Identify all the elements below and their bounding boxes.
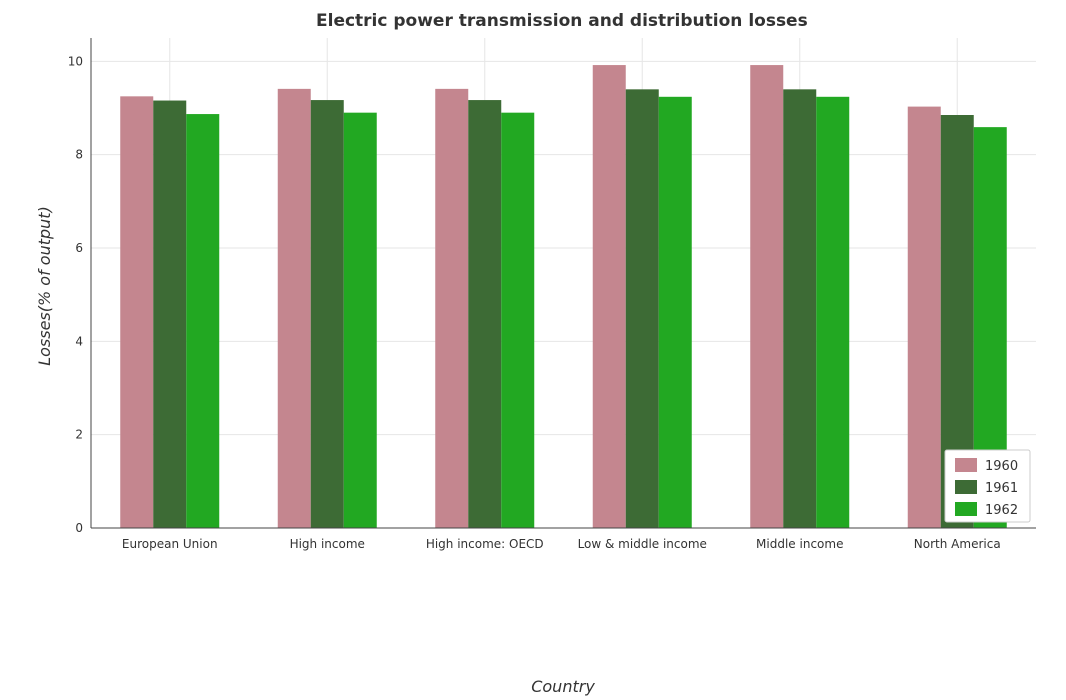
bar-1962 [186, 114, 220, 529]
legend-swatch [955, 458, 977, 472]
bar-1962 [816, 96, 850, 529]
y-tick-label: 8 [75, 148, 83, 162]
bar-1961 [310, 100, 344, 529]
y-tick-label: 6 [75, 241, 83, 255]
x-tick-label: Middle income [756, 537, 843, 551]
grid [91, 38, 1036, 529]
y-tick-label: 2 [75, 428, 83, 442]
legend-swatch [955, 502, 977, 516]
legend-label: 1962 [985, 503, 1018, 518]
legend: 1960 1961 1962 [944, 449, 1031, 523]
bar-1961 [625, 89, 659, 528]
bar-1960 [750, 65, 784, 529]
x-tick-label: North America [914, 537, 1001, 551]
legend-swatch [955, 480, 977, 494]
axes: 0 2 4 6 8 10 European Union High income High inc… [68, 38, 1036, 551]
x-tick-label: Low & middle income [578, 537, 707, 551]
bars [120, 65, 1007, 529]
x-tick-label: European Union [122, 537, 218, 551]
bar-1961 [468, 100, 502, 529]
bar-1961 [153, 100, 187, 529]
y-tick-label: 10 [68, 54, 83, 68]
bar-1960 [120, 96, 154, 528]
x-axis-label: Country [531, 677, 595, 696]
bar-1962 [658, 96, 692, 529]
y-tick-label: 0 [75, 521, 83, 535]
x-tick-label: High income [290, 537, 365, 551]
bar-1962 [343, 112, 377, 529]
x-tick-label: High income: OECD [426, 537, 544, 551]
bar-1962 [501, 112, 535, 529]
bar-1960 [907, 106, 941, 528]
y-tick-label: 4 [75, 334, 83, 348]
bar-1961 [783, 89, 817, 528]
legend-label: 1960 [985, 459, 1018, 474]
bar-1960 [435, 88, 469, 528]
y-axis-label: Losses(% of output) [35, 206, 54, 366]
chart-title: Electric power transmission and distribu… [316, 11, 808, 31]
bar-1960 [277, 88, 311, 528]
legend-label: 1961 [985, 481, 1018, 496]
bar-1960 [592, 65, 626, 529]
